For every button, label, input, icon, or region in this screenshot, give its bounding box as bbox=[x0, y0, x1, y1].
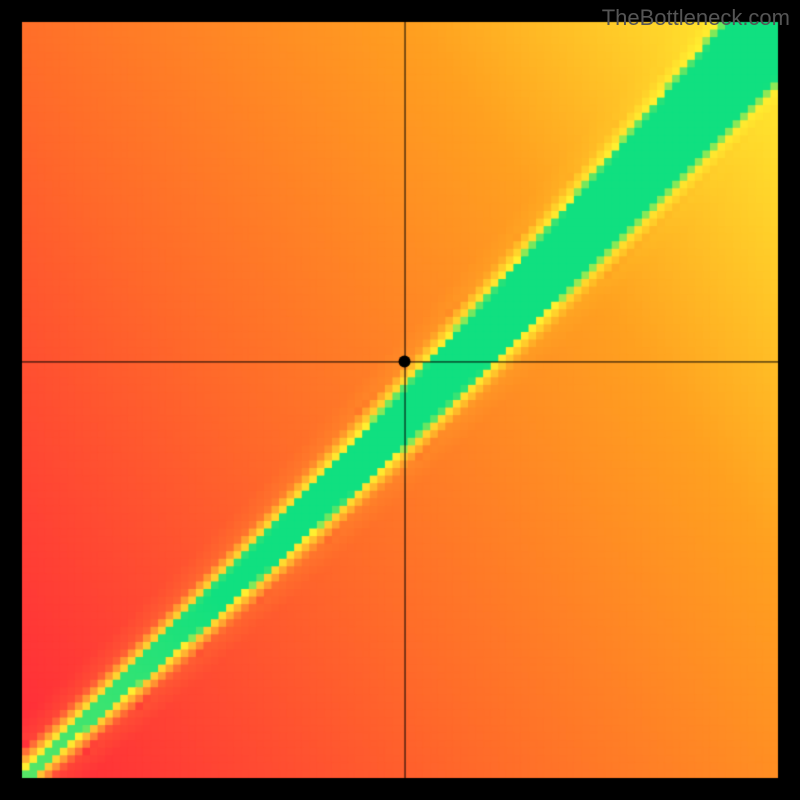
heatmap-canvas bbox=[0, 0, 800, 800]
chart-container: TheBottleneck.com bbox=[0, 0, 800, 800]
watermark-text: TheBottleneck.com bbox=[602, 5, 790, 31]
